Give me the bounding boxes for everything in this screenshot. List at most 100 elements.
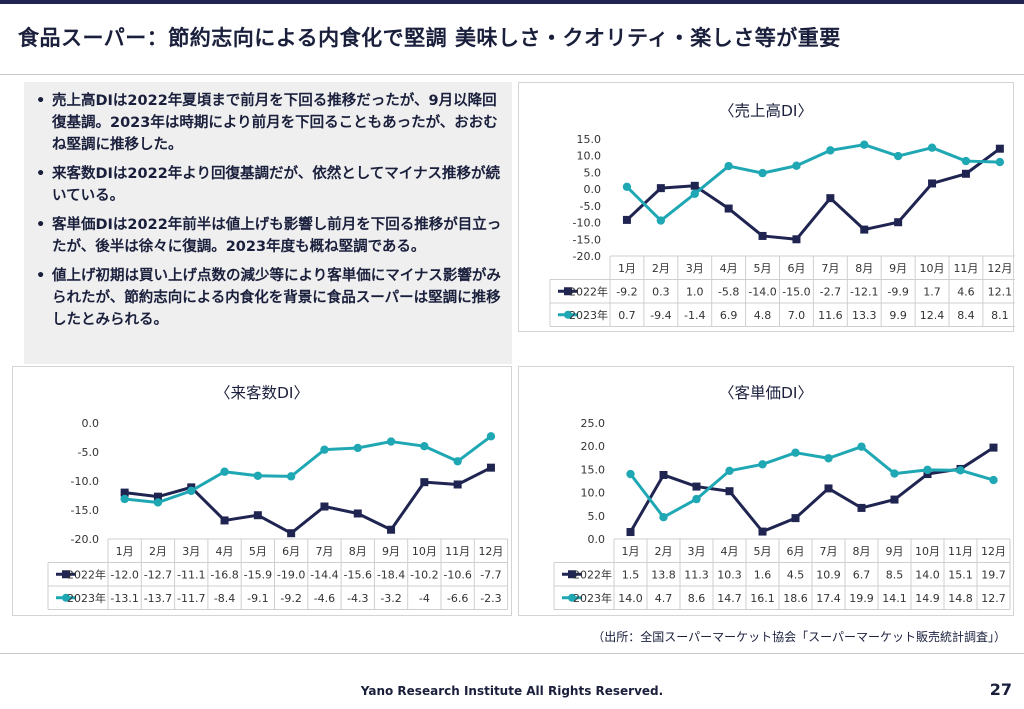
series-line-2023年 — [629, 445, 994, 519]
data-point — [120, 488, 129, 497]
data-point — [656, 184, 665, 193]
data-point — [656, 216, 666, 225]
data-table-value: -9.2 — [280, 592, 301, 605]
data-table-value: 4.6 — [957, 285, 975, 298]
data-table-value: -16.8 — [210, 568, 238, 581]
summary-box: 売上高DIは2022年夏頃まで前月を下回る推移だったが、9月以降回復基調。202… — [24, 82, 512, 364]
data-point — [758, 527, 767, 536]
data-point — [453, 457, 462, 466]
y-tick-label: -10.0 — [573, 217, 601, 230]
data-point — [860, 140, 869, 149]
data-point — [153, 498, 163, 507]
data-table-value: 12.1 — [988, 285, 1013, 298]
data-table-value: 8.4 — [957, 309, 975, 322]
data-table-value: -14.0 — [748, 285, 776, 298]
data-table-value: 12.7 — [981, 592, 1006, 605]
data-table-value: -2.3 — [480, 592, 501, 605]
x-category-label: 2月 — [655, 545, 673, 558]
data-point — [961, 156, 971, 166]
data-point — [791, 448, 800, 457]
data-point — [928, 179, 937, 188]
data-table-value: -12.7 — [144, 568, 172, 581]
data-point — [386, 437, 396, 446]
data-point — [989, 475, 998, 485]
data-table-value: 10.9 — [816, 568, 841, 581]
y-tick-label: 15.0 — [581, 463, 606, 476]
data-table-value: 19.7 — [981, 568, 1006, 581]
data-point — [724, 204, 733, 213]
data-point — [692, 494, 701, 504]
data-table-value: -4 — [419, 592, 430, 605]
source-note: （出所：全国スーパーマーケット協会「スーパーマーケット販売統計調査」） — [592, 630, 1006, 644]
x-category-label: 1月 — [622, 545, 640, 558]
x-category-label: 3月 — [688, 545, 706, 558]
x-category-label: 8月 — [853, 545, 871, 558]
data-table-value: -18.4 — [377, 568, 405, 581]
data-point — [792, 161, 801, 170]
data-point — [860, 225, 869, 234]
data-point — [220, 516, 229, 525]
data-point — [486, 432, 496, 441]
legend-label: 2022年 — [569, 284, 608, 298]
data-table-value: -11.7 — [177, 592, 205, 605]
legend-key-marker — [564, 310, 572, 319]
data-table-value: -11.1 — [177, 568, 205, 581]
data-point — [626, 528, 635, 537]
data-table-value: -14.4 — [310, 568, 338, 581]
y-tick-label: -10.0 — [71, 475, 99, 488]
x-category-label: 10月 — [412, 545, 437, 558]
data-table-value: -9.4 — [650, 309, 671, 322]
y-tick-label: -20.0 — [71, 533, 99, 546]
y-tick-label: -20.0 — [573, 250, 601, 263]
data-table-value: -4.3 — [347, 592, 368, 605]
x-category-label: 1月 — [116, 545, 134, 558]
y-tick-label: 5.0 — [588, 510, 606, 523]
summary-bullet: 売上高DIは2022年夏頃まで前月を下回る推移だったが、9月以降回復基調。202… — [34, 90, 504, 156]
data-table-value: 8.1 — [991, 309, 1009, 322]
series-line-2022年 — [124, 466, 492, 535]
x-category-label: 5月 — [754, 545, 772, 558]
legend-label: 2022年 — [67, 567, 106, 581]
series-line-2023年 — [124, 435, 492, 504]
data-table-value: 19.9 — [849, 592, 874, 605]
data-table-value: 4.8 — [754, 309, 772, 322]
data-table-value: -9.1 — [247, 592, 268, 605]
data-table-value: 15.1 — [948, 568, 973, 581]
unit-price-di-chart: 〈客単価DI〉 25.0 20.0 15.0 10.0 5.0 0.0 1月 2月 3月 4月 5月… — [518, 366, 1014, 616]
data-table-value: -8.4 — [214, 592, 235, 605]
data-point — [287, 529, 296, 538]
x-category-label: 8月 — [855, 262, 873, 275]
x-category-label: 10月 — [920, 262, 945, 275]
y-tick-label: -15.0 — [573, 233, 601, 246]
x-category-label: 9月 — [886, 545, 904, 558]
footer-divider — [0, 653, 1024, 654]
data-table-value: 0.7 — [618, 309, 636, 322]
data-table-value: -13.7 — [144, 592, 172, 605]
data-table-value: -9.9 — [887, 285, 908, 298]
data-table-value: -6.6 — [447, 592, 468, 605]
chart-title: 〈売上高DI〉 — [718, 102, 813, 120]
summary-bullet: 来客数DIは2022年より回復基調だが、依然としてマイナス推移が続いている。 — [34, 163, 504, 207]
x-category-label: 2月 — [149, 545, 167, 558]
y-tick-label: 10.0 — [577, 150, 602, 163]
y-tick-label: -15.0 — [71, 504, 99, 517]
data-point — [989, 443, 998, 452]
data-table-value: -15.6 — [344, 568, 372, 581]
series-line-2023年 — [625, 143, 1000, 223]
data-table-value: 1.6 — [754, 568, 772, 581]
data-table-value: 6.7 — [853, 568, 871, 581]
data-table-value: 12.4 — [920, 309, 945, 322]
data-point — [894, 218, 903, 227]
data-table-value: 7.0 — [788, 309, 806, 322]
y-tick-label: 15.0 — [577, 133, 602, 146]
x-category-label: 6月 — [787, 262, 805, 275]
data-point — [758, 168, 767, 178]
data-point — [690, 181, 699, 190]
data-table-value: 1.5 — [622, 568, 640, 581]
data-point — [890, 469, 899, 478]
data-table-value: -7.7 — [480, 568, 501, 581]
data-point — [622, 182, 632, 192]
y-tick-label: -5.0 — [580, 200, 601, 213]
x-category-label: 10月 — [915, 545, 940, 558]
data-point — [995, 157, 1005, 167]
